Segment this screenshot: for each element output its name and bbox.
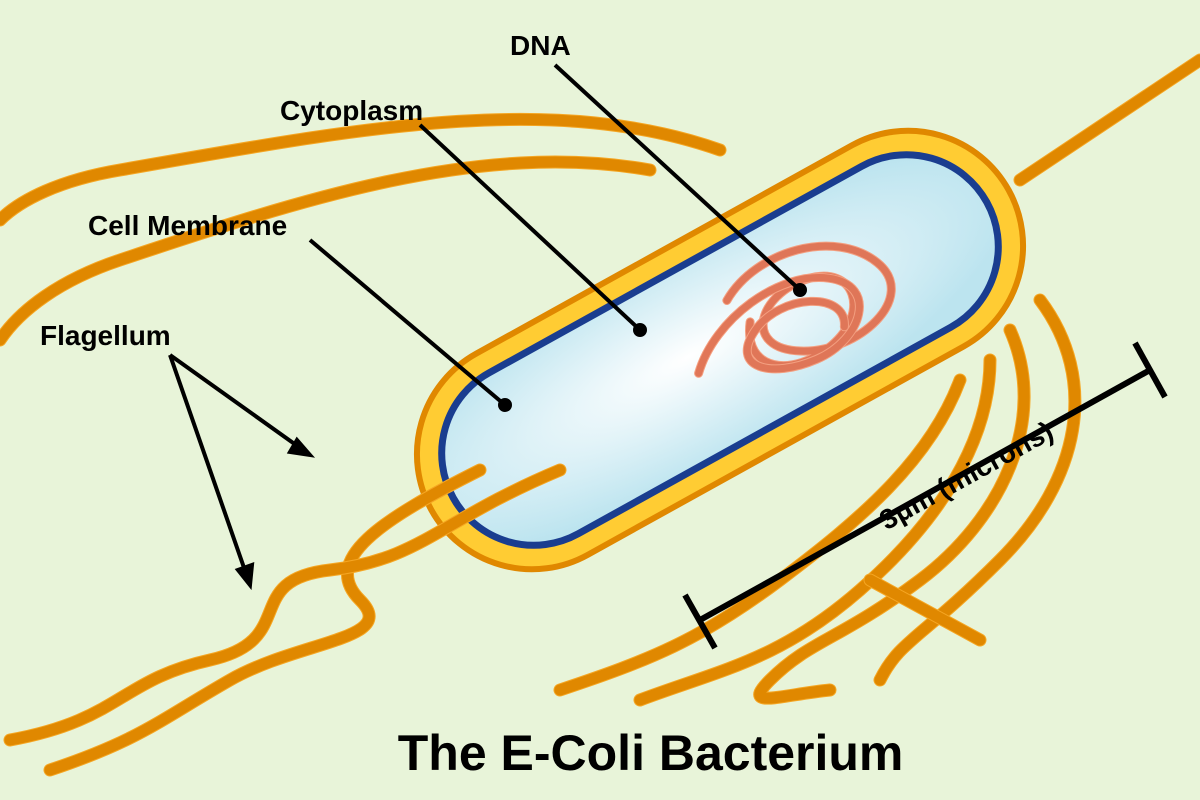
label-dna: DNA	[510, 30, 571, 62]
label-flagellum: Flagellum	[40, 320, 171, 352]
label-cytoplasm: Cytoplasm	[280, 95, 423, 127]
bacterium-diagram	[0, 0, 1200, 800]
diagram-title: The E-Coli Bacterium	[398, 724, 904, 782]
label-cell-membrane: Cell Membrane	[88, 210, 287, 242]
